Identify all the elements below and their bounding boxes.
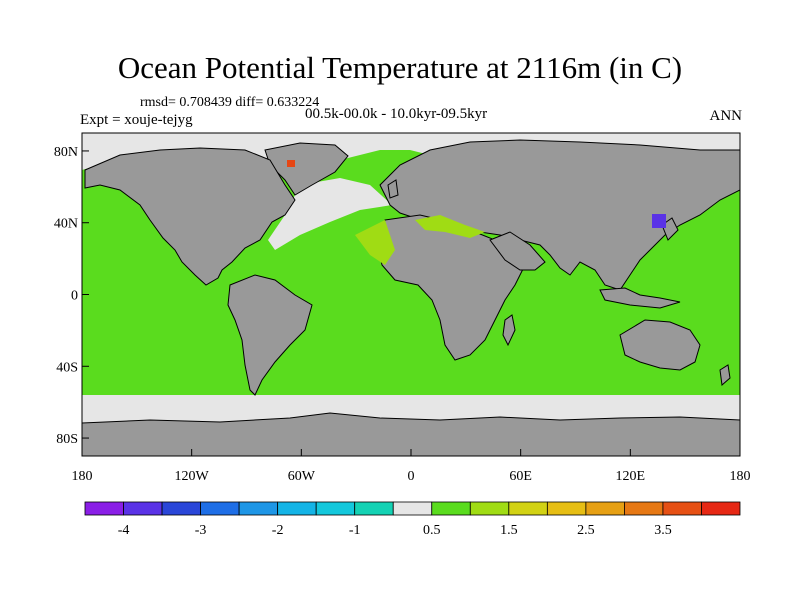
colorbar-swatch — [701, 501, 741, 516]
latitude-axis: 80N 40N 0 40S 80S — [54, 145, 89, 447]
land-australia — [619, 319, 701, 371]
colorbar-swatch — [662, 501, 702, 516]
land-arabia — [489, 231, 546, 271]
colorbar-swatch — [624, 501, 664, 516]
lon-tick-label: 60W — [288, 469, 316, 484]
colorbar: -4 -3 -2 -1 0.5 1.5 2.5 3.5 — [84, 501, 741, 538]
colorbar-label: 1.5 — [500, 523, 518, 538]
colorbar-swatch — [508, 501, 548, 516]
lat-tick-label: 80S — [56, 432, 78, 447]
colorbar-swatch — [315, 501, 356, 516]
lat-tick-label: 40S — [56, 360, 78, 375]
lon-tick-label: 120W — [175, 469, 210, 484]
lon-tick-label: 180 — [72, 469, 93, 484]
colorbar-label: 3.5 — [654, 523, 672, 538]
colorbar-label: -4 — [118, 523, 130, 538]
lat-tick-label: 40N — [54, 217, 78, 232]
colorbar-swatch — [469, 501, 510, 516]
lat-tick-label: 80N — [54, 145, 78, 160]
north-atlantic-zone — [268, 178, 392, 250]
lon-tick-label: 0 — [408, 469, 415, 484]
land-new-zealand — [719, 364, 731, 386]
land-antarctica — [82, 412, 740, 456]
land-madagascar — [502, 314, 516, 347]
colorbar-swatch — [277, 501, 317, 516]
colorbar-label: -3 — [195, 523, 207, 538]
colorbar-swatch — [161, 501, 201, 516]
colorbar-swatch — [585, 501, 625, 516]
map-plot-area — [82, 133, 740, 456]
lon-tick-label: 180 — [730, 469, 751, 484]
land-south-america — [227, 274, 313, 396]
colorbar-swatch — [123, 501, 163, 516]
colorbar-swatch — [546, 501, 587, 516]
longitude-axis: 180 120W 60W 0 60E 120E 180 — [72, 449, 751, 484]
stats-label: rmsd= 0.708439 diff= 0.633224 — [140, 95, 320, 110]
colorbar-swatch — [200, 501, 240, 516]
land-north-america — [84, 147, 296, 286]
warm-spot — [287, 160, 295, 167]
lon-tick-label: 120E — [616, 469, 646, 484]
colorbar-swatch — [392, 501, 433, 516]
map-title: Ocean Potential Temperature at 2116m (in… — [117, 50, 683, 85]
colorbar-swatch — [431, 501, 471, 516]
colorbar-swatch — [238, 501, 279, 516]
colorbar-swatch — [354, 501, 394, 516]
land-indonesia — [599, 287, 681, 309]
colorbar-label: -1 — [349, 523, 361, 538]
colorbar-swatch — [84, 501, 124, 516]
land-uk — [387, 179, 399, 199]
colorbar-label: 0.5 — [423, 523, 441, 538]
atlantic-outflow-zone — [355, 220, 395, 265]
lon-tick-label: 60E — [509, 469, 532, 484]
period-label: 00.5k-00.0k - 10.0kyr-09.5kyr — [305, 106, 488, 122]
experiment-label: Expt = xouje-tejyg — [80, 112, 193, 128]
lat-tick-label: 0 — [71, 289, 78, 304]
season-label: ANN — [709, 108, 743, 124]
land-africa — [377, 214, 526, 361]
cold-spot — [652, 214, 666, 228]
colorbar-label: -2 — [272, 523, 284, 538]
colorbar-label: 2.5 — [577, 523, 595, 538]
mediterranean-zone — [415, 215, 485, 238]
